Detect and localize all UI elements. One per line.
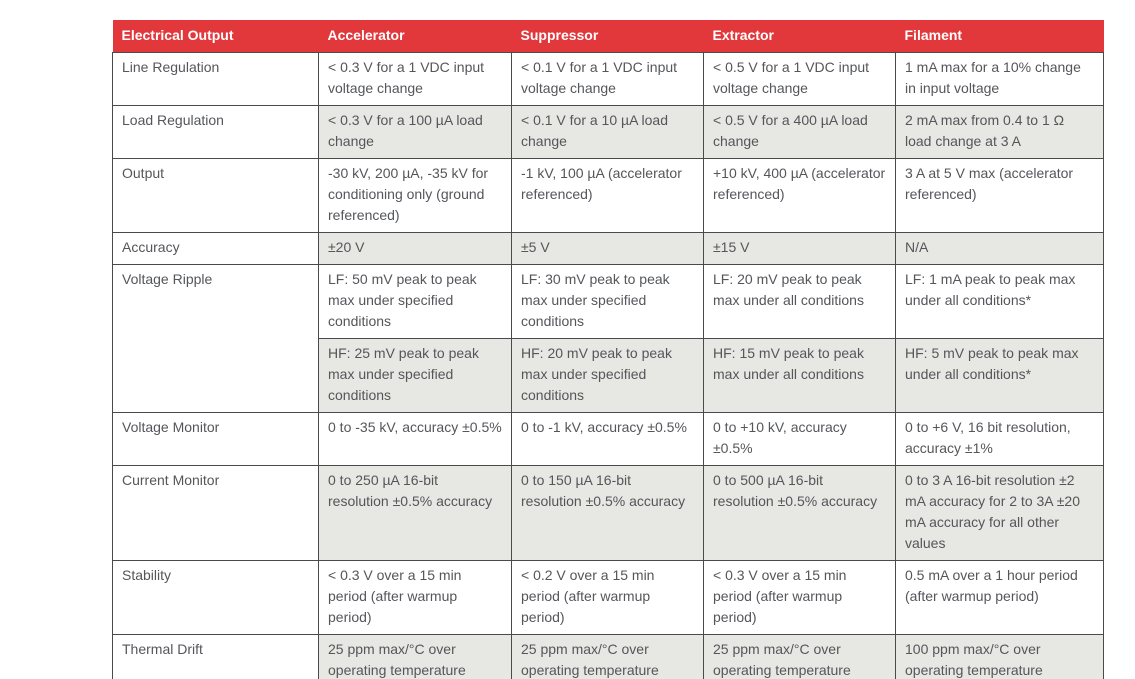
table-cell: ±20 V bbox=[318, 232, 512, 265]
table-cell: LF: 30 mV peak to peak max under specifi… bbox=[511, 264, 704, 339]
electrical-output-spec-table: Electrical Output Accelerator Suppressor… bbox=[112, 20, 1104, 679]
column-header-accelerator: Accelerator bbox=[318, 20, 512, 53]
table-cell: LF: 1 mA peak to peak max under all cond… bbox=[895, 264, 1104, 339]
row-label: Accuracy bbox=[112, 232, 319, 265]
table-cell: HF: 5 mV peak to peak max under all cond… bbox=[895, 338, 1104, 413]
table-row-line-regulation: Line Regulation < 0.3 V for a 1 VDC inpu… bbox=[112, 52, 1104, 106]
table-row-current-monitor: Current Monitor 0 to 250 µA 16-bit resol… bbox=[112, 465, 1104, 561]
table-cell: < 0.2 V over a 15 min period (after warm… bbox=[511, 560, 704, 635]
table-cell: 0 to -1 kV, accuracy ±0.5% bbox=[511, 412, 704, 466]
table-cell: < 0.3 V over a 15 min period (after warm… bbox=[703, 560, 896, 635]
table-cell: ±5 V bbox=[511, 232, 704, 265]
table-cell: 0 to -35 kV, accuracy ±0.5% bbox=[318, 412, 512, 466]
table-cell: LF: 20 mV peak to peak max under all con… bbox=[703, 264, 896, 339]
table-cell: < 0.1 V for a 1 VDC input voltage change bbox=[511, 52, 704, 106]
table-cell: ±15 V bbox=[703, 232, 896, 265]
table-cell: 0 to 500 µA 16-bit resolution ±0.5% accu… bbox=[703, 465, 896, 561]
column-header-filament: Filament bbox=[895, 20, 1104, 53]
table-row-load-regulation: Load Regulation < 0.3 V for a 100 µA loa… bbox=[112, 105, 1104, 159]
table-cell: < 0.3 V for a 1 VDC input voltage change bbox=[318, 52, 512, 106]
table-cell: 0 to +10 kV, accuracy ±0.5% bbox=[703, 412, 896, 466]
row-label: Thermal Drift bbox=[112, 634, 319, 679]
spec-table: Electrical Output Accelerator Suppressor… bbox=[112, 20, 1104, 679]
column-header-extractor: Extractor bbox=[703, 20, 896, 53]
table-cell: < 0.3 V over a 15 min period (after warm… bbox=[318, 560, 512, 635]
table-cell: HF: 25 mV peak to peak max under specifi… bbox=[318, 338, 512, 413]
table-cell: 100 ppm max/°C over operating temperatur… bbox=[895, 634, 1104, 679]
table-row-thermal-drift: Thermal Drift 25 ppm max/°C over operati… bbox=[112, 634, 1104, 679]
table-cell: < 0.3 V for a 100 µA load change bbox=[318, 105, 512, 159]
table-cell: 0 to 250 µA 16-bit resolution ±0.5% accu… bbox=[318, 465, 512, 561]
column-header-electrical-output: Electrical Output bbox=[112, 20, 319, 53]
table-cell: 0.5 mA over a 1 hour period (after warmu… bbox=[895, 560, 1104, 635]
table-cell: < 0.1 V for a 10 µA load change bbox=[511, 105, 704, 159]
row-label: Output bbox=[112, 158, 319, 233]
table-cell: 0 to +6 V, 16 bit resolution, accuracy ±… bbox=[895, 412, 1104, 466]
table-cell: HF: 20 mV peak to peak max under specifi… bbox=[511, 338, 704, 413]
table-row-accuracy: Accuracy ±20 V ±5 V ±15 V N/A bbox=[112, 232, 1104, 265]
table-cell: < 0.5 V for a 400 µA load change bbox=[703, 105, 896, 159]
table-cell: 25 ppm max/°C over operating temperature bbox=[511, 634, 704, 679]
table-cell: 25 ppm max/°C over operating temperature bbox=[318, 634, 512, 679]
table-cell: 2 mA max from 0.4 to 1 Ω load change at … bbox=[895, 105, 1104, 159]
table-cell: 0 to 3 A 16-bit resolution ±2 mA accurac… bbox=[895, 465, 1104, 561]
table-cell: -1 kV, 100 µA (accelerator referenced) bbox=[511, 158, 704, 233]
table-cell: HF: 15 mV peak to peak max under all con… bbox=[703, 338, 896, 413]
table-row-output: Output -30 kV, 200 µA, -35 kV for condit… bbox=[112, 158, 1104, 233]
table-cell: 1 mA max for a 10% change in input volta… bbox=[895, 52, 1104, 106]
table-cell: < 0.5 V for a 1 VDC input voltage change bbox=[703, 52, 896, 106]
table-cell: 3 A at 5 V max (accelerator referenced) bbox=[895, 158, 1104, 233]
row-label: Load Regulation bbox=[112, 105, 319, 159]
table-row-voltage-monitor: Voltage Monitor 0 to -35 kV, accuracy ±0… bbox=[112, 412, 1104, 466]
header-row: Electrical Output Accelerator Suppressor… bbox=[112, 20, 1104, 53]
row-label: Voltage Ripple bbox=[112, 264, 319, 413]
table-cell: 0 to 150 µA 16-bit resolution ±0.5% accu… bbox=[511, 465, 704, 561]
table-row-voltage-ripple-hf: HF: 25 mV peak to peak max under specifi… bbox=[113, 338, 1104, 413]
column-header-suppressor: Suppressor bbox=[511, 20, 704, 53]
table-cell: N/A bbox=[895, 232, 1104, 265]
table-cell: -30 kV, 200 µA, -35 kV for conditioning … bbox=[318, 158, 512, 233]
row-label: Current Monitor bbox=[112, 465, 319, 561]
table-cell: LF: 50 mV peak to peak max under specifi… bbox=[318, 264, 512, 339]
row-label: Line Regulation bbox=[112, 52, 319, 106]
row-label: Voltage Monitor bbox=[112, 412, 319, 466]
row-label: Stability bbox=[112, 560, 319, 635]
table-row-voltage-ripple-lf: Voltage Ripple LF: 50 mV peak to peak ma… bbox=[112, 264, 1104, 413]
table-cell: +10 kV, 400 µA (accelerator referenced) bbox=[703, 158, 896, 233]
table-cell: 25 ppm max/°C over operating temperature bbox=[703, 634, 896, 679]
table-row-stability: Stability < 0.3 V over a 15 min period (… bbox=[112, 560, 1104, 635]
